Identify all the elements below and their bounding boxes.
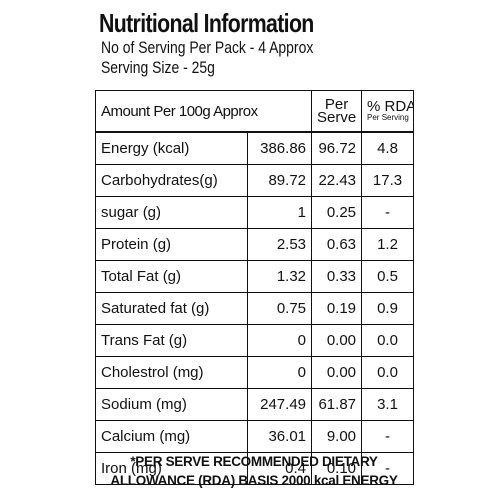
per-100g-cell: 247.49 bbox=[246, 388, 313, 421]
nutrient-name-cell: Total Fat (g) bbox=[95, 260, 248, 293]
column-header-amount: Amount Per 100g Approx bbox=[94, 90, 313, 133]
column-header-per-serve: Per Serve bbox=[311, 90, 363, 133]
table-row: Protein (g) 2.53 0.63 1.2 bbox=[95, 228, 415, 261]
serving-size: Serving Size - 25g bbox=[101, 58, 215, 77]
rda-line2: Per Serving bbox=[367, 113, 409, 122]
per-serve-line2: Serve bbox=[317, 109, 357, 126]
per-serve-cell: 0.63 bbox=[311, 228, 363, 261]
nutrient-name-cell: Calcium (mg) bbox=[95, 420, 248, 453]
nutrient-name-cell: Saturated fat (g) bbox=[95, 292, 248, 325]
rda-cell: 0.5 bbox=[361, 260, 415, 293]
table-row: Total Fat (g) 1.32 0.33 0.5 bbox=[95, 260, 415, 293]
table-row: Sodium (mg) 247.49 61.87 3.1 bbox=[95, 388, 415, 421]
rda-cell: 0.0 bbox=[361, 324, 415, 357]
per-serve-cell: 0.10 bbox=[311, 452, 363, 485]
nutrient-name-cell: Sodium (mg) bbox=[95, 388, 248, 421]
rda-cell: 0.0 bbox=[361, 356, 415, 389]
table-row: sugar (g) 1 0.25- bbox=[95, 196, 415, 229]
rda-cell: - bbox=[361, 420, 415, 453]
per-serve-line1: Per bbox=[324, 96, 349, 113]
rda-cell: 0.9 bbox=[361, 292, 415, 325]
nutrition-header: Nutritional Information No of Serving Pe… bbox=[95, 8, 415, 78]
per-100g-cell: 1 bbox=[246, 196, 313, 229]
footnote-line2: ALLOWANCE (RDA) BASIS 2000 kcal ENERGY bbox=[110, 473, 398, 488]
table-row: Energy (kcal) 386.86 96.72 4.8 bbox=[95, 131, 415, 165]
rda-cell: 3.1 bbox=[361, 388, 415, 421]
per-serve-cell: 0.00 bbox=[311, 324, 363, 357]
nutrient-name-cell: Energy (kcal) bbox=[95, 131, 248, 165]
rda-cell: 1.2 bbox=[361, 228, 415, 261]
per-100g-cell: 0.75 bbox=[246, 292, 313, 325]
table-row: Trans Fat (g) 0 0.00 0.0 bbox=[95, 324, 415, 357]
per-100g-cell: 0 bbox=[246, 324, 313, 357]
per-100g-cell: 0.4 bbox=[246, 452, 313, 485]
per-100g-cell: 36.01 bbox=[246, 420, 313, 453]
per-100g-cell: 89.72 bbox=[246, 164, 313, 197]
table-row: Cholestrol (mg) 0 0.00 0.0 bbox=[95, 356, 415, 389]
rda-cell: - bbox=[361, 452, 415, 485]
table-row: Carbohydrates(g) 89.72 22.43 17.3 bbox=[95, 164, 415, 197]
per-serve-cell: 96.72 bbox=[311, 131, 363, 165]
per-serve-cell: 61.87 bbox=[311, 388, 363, 421]
per-100g-cell: 1.32 bbox=[246, 260, 313, 293]
per-serve-cell: 0.33 bbox=[311, 260, 363, 293]
per-100g-cell: 2.53 bbox=[246, 228, 313, 261]
nutrition-rows: Energy (kcal) 386.86 96.72 4.8 Carbohydrates… bbox=[95, 131, 415, 485]
page-title: Nutritional Information bbox=[99, 8, 314, 38]
table-header-row: Amount Per 100g Approx Per Serve % RDA P… bbox=[94, 90, 415, 133]
rda-cell: - bbox=[361, 196, 415, 229]
footnote-line1: *PER SERVE RECOMMENDED DIETARY bbox=[130, 454, 378, 469]
nutrient-name-cell: Cholestrol (mg) bbox=[95, 356, 248, 389]
nutrient-name-cell: Iron (mg) bbox=[95, 452, 248, 485]
per-serve-cell: 0.25 bbox=[311, 196, 363, 229]
servings-per-pack: No of Serving Per Pack - 4 Approx bbox=[101, 38, 314, 57]
nutrient-name-cell: Protein (g) bbox=[95, 228, 248, 261]
per-serve-cell: 0.19 bbox=[311, 292, 363, 325]
per-serve-cell: 22.43 bbox=[311, 164, 363, 197]
nutrient-name-cell: sugar (g) bbox=[95, 196, 248, 229]
rda-cell: 17.3 bbox=[361, 164, 415, 197]
rda-footnote: *PER SERVE RECOMMENDED DIETARY ALLOWANCE… bbox=[95, 452, 413, 490]
table-row: Calcium (mg) 36.01 9.00- bbox=[95, 420, 415, 453]
column-header-rda: % RDA Per Serving bbox=[361, 90, 415, 133]
per-serve-cell: 9.00 bbox=[311, 420, 363, 453]
nutrient-name-cell: Trans Fat (g) bbox=[95, 324, 248, 357]
rda-line1: % RDA bbox=[367, 98, 414, 115]
per-100g-cell: 386.86 bbox=[246, 131, 313, 165]
table-row: Saturated fat (g) 0.75 0.19 0.9 bbox=[95, 292, 415, 325]
nutrient-name-cell: Carbohydrates(g) bbox=[95, 164, 248, 197]
per-100g-cell: 0 bbox=[246, 356, 313, 389]
per-serve-cell: 0.00 bbox=[311, 356, 363, 389]
table-row: Iron (mg) 0.4 0.10- bbox=[95, 452, 415, 485]
rda-cell: 4.8 bbox=[361, 131, 415, 165]
nutrition-table: Amount Per 100g Approx Per Serve % RDA P… bbox=[94, 90, 415, 485]
